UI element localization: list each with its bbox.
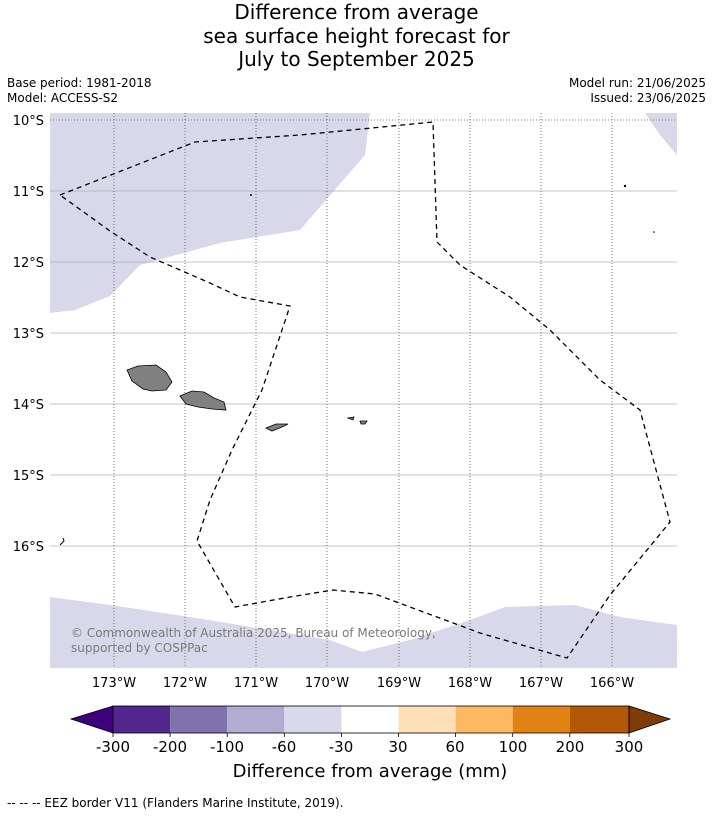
eez-legend-note: -- -- -- EEZ border V11 (Flanders Marine… <box>7 796 344 810</box>
lat-label: 15°S <box>13 469 44 484</box>
lon-label: 172°W <box>163 676 207 691</box>
lon-label: 168°W <box>448 676 492 691</box>
map-title-line-2: sea surface height forecast for <box>203 24 510 48</box>
colorbar-tick-label: 300 <box>615 738 644 756</box>
colorbar-tick-label: -200 <box>153 738 187 756</box>
base-period: Base period: 1981-2018 <box>7 76 152 90</box>
colorbar-tick-label: -300 <box>96 738 130 756</box>
anomaly-region-northeast <box>645 113 677 155</box>
colorbar-bin <box>455 706 513 733</box>
lon-label: 171°W <box>234 676 278 691</box>
lat-label: 13°S <box>13 327 44 342</box>
island-small-3 <box>653 231 655 233</box>
island-savaii <box>126 364 173 392</box>
lat-label: 12°S <box>13 256 44 271</box>
island-small-2 <box>623 184 627 188</box>
colorbar-outline <box>112 705 630 734</box>
colorbar: -300 -200 -100 -60 -30 30 60 100 200 300 <box>69 705 672 756</box>
island-tau <box>359 420 368 425</box>
colorbar-bin <box>512 706 570 733</box>
colorbar-extend-low <box>69 705 114 734</box>
colorbar-tick-label: 200 <box>556 738 585 756</box>
meta-right: Model run: 21/06/2025 Issued: 23/06/2025 <box>569 76 706 106</box>
lon-label: 169°W <box>377 676 421 691</box>
lat-label: 16°S <box>13 540 44 555</box>
map-title-line-3: July to September 2025 <box>238 47 475 71</box>
lat-label: 10°S <box>13 114 44 129</box>
eez-border <box>58 121 671 659</box>
island-ofu <box>346 416 355 421</box>
meta-left: Base period: 1981-2018 Model: ACCESS-S2 <box>7 76 152 106</box>
island-small-1 <box>250 194 252 196</box>
colorbar-tick-labels: -300 -200 -100 -60 -30 30 60 100 200 300 <box>96 738 643 756</box>
model-run-date: Model run: 21/06/2025 <box>568 76 706 90</box>
longitude-labels: 173°W 172°W 171°W 170°W 169°W 168°W 167°… <box>92 676 634 691</box>
island-small-4 <box>59 537 65 546</box>
model-name: Model: ACCESS-S2 <box>7 91 119 105</box>
map-area <box>50 113 677 668</box>
colorbar-tick-label: 100 <box>499 738 528 756</box>
colorbar-bin <box>227 706 285 733</box>
colorbar-bin <box>569 706 629 733</box>
colorbar-bin <box>284 706 342 733</box>
anomaly-region-south <box>50 597 677 668</box>
lon-label: 170°W <box>305 676 349 691</box>
colorbar-tick-label: -100 <box>210 738 244 756</box>
colorbar-tick-label: -30 <box>329 738 354 756</box>
colorbar-tick-label: 60 <box>445 738 464 756</box>
latitude-labels: 10°S 11°S 12°S 13°S 14°S 15°S 16°S <box>13 114 44 555</box>
lat-label: 14°S <box>13 398 44 413</box>
colorbar-bin <box>398 706 456 733</box>
lat-label: 11°S <box>13 185 44 200</box>
colorbar-bin <box>341 706 399 733</box>
lon-label: 167°W <box>519 676 563 691</box>
anomaly-region-north <box>50 113 370 313</box>
copyright-notice: © Commonwealth of Australia 2025, Bureau… <box>71 626 436 655</box>
island-upolu <box>179 390 227 411</box>
lon-label: 166°W <box>590 676 634 691</box>
colorbar-title: Difference from average (mm) <box>232 761 508 782</box>
colorbar-bin <box>113 706 171 733</box>
colorbar-tick-label: -60 <box>272 738 297 756</box>
colorbar-bin <box>170 706 228 733</box>
island-tutuila <box>265 423 289 432</box>
colorbar-extend-high <box>628 705 672 734</box>
lon-label: 173°W <box>92 676 136 691</box>
longitude-gridlines <box>113 113 613 668</box>
latitude-gridlines <box>50 119 677 547</box>
issued-date: Issued: 23/06/2025 <box>590 91 706 105</box>
map-title-line-1: Difference from average <box>234 0 479 24</box>
colorbar-ticks <box>112 733 630 737</box>
colorbar-tick-label: 30 <box>388 738 407 756</box>
